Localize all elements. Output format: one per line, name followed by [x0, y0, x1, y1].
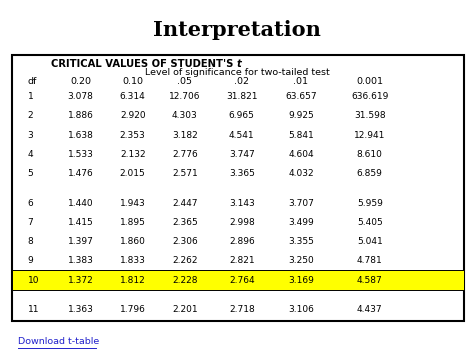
Text: 4.604: 4.604 [288, 150, 314, 159]
Text: df: df [27, 77, 37, 86]
Text: 0.001: 0.001 [356, 77, 383, 86]
Text: 2.764: 2.764 [229, 275, 255, 285]
Text: 2.920: 2.920 [120, 111, 146, 120]
Text: 0.10: 0.10 [122, 77, 143, 86]
Text: 4: 4 [27, 150, 33, 159]
Text: 1.895: 1.895 [120, 218, 146, 227]
Text: 5.841: 5.841 [288, 131, 314, 140]
Text: 2.228: 2.228 [172, 275, 198, 285]
Text: 4.781: 4.781 [357, 256, 383, 266]
Text: Interpretation: Interpretation [153, 20, 321, 39]
Text: 4.303: 4.303 [172, 111, 198, 120]
Text: 5.959: 5.959 [357, 199, 383, 208]
Text: 8.610: 8.610 [357, 150, 383, 159]
Text: 7: 7 [27, 218, 33, 227]
Text: 11: 11 [27, 305, 39, 315]
Text: 1.796: 1.796 [120, 305, 146, 315]
Text: 2.201: 2.201 [172, 305, 198, 315]
Text: 2.353: 2.353 [120, 131, 146, 140]
Text: 4.437: 4.437 [357, 305, 383, 315]
Text: 3.365: 3.365 [229, 169, 255, 178]
Text: t: t [237, 59, 242, 69]
Text: 6.965: 6.965 [229, 111, 255, 120]
Text: 3.106: 3.106 [288, 305, 314, 315]
Text: 3.499: 3.499 [288, 218, 314, 227]
Text: 12.706: 12.706 [169, 92, 201, 101]
Text: 12.941: 12.941 [354, 131, 385, 140]
Text: Level of significance for two-tailed test: Level of significance for two-tailed tes… [145, 68, 329, 77]
Text: 1.860: 1.860 [120, 237, 146, 246]
Text: 9.925: 9.925 [288, 111, 314, 120]
Text: 3.078: 3.078 [68, 92, 93, 101]
Text: 636.619: 636.619 [351, 92, 388, 101]
Text: 1.440: 1.440 [68, 199, 93, 208]
Text: 2.821: 2.821 [229, 256, 255, 266]
Text: 1.476: 1.476 [68, 169, 93, 178]
Text: 2.776: 2.776 [172, 150, 198, 159]
Text: 6.314: 6.314 [120, 92, 146, 101]
Text: 3.143: 3.143 [229, 199, 255, 208]
Text: 4.032: 4.032 [288, 169, 314, 178]
Text: 1.833: 1.833 [120, 256, 146, 266]
Text: 2.447: 2.447 [172, 199, 198, 208]
Text: .05: .05 [177, 77, 192, 86]
Text: 9: 9 [27, 256, 33, 266]
Text: 1.383: 1.383 [68, 256, 93, 266]
Text: 1.372: 1.372 [68, 275, 93, 285]
Text: 6.859: 6.859 [357, 169, 383, 178]
Text: 2.365: 2.365 [172, 218, 198, 227]
Text: 2.571: 2.571 [172, 169, 198, 178]
Text: 3.707: 3.707 [288, 199, 314, 208]
Text: 1: 1 [27, 92, 33, 101]
Text: 31.598: 31.598 [354, 111, 385, 120]
Text: 3.355: 3.355 [288, 237, 314, 246]
Text: 2.262: 2.262 [172, 256, 198, 266]
Text: 4.587: 4.587 [357, 275, 383, 285]
Text: 2.306: 2.306 [172, 237, 198, 246]
Text: 63.657: 63.657 [285, 92, 317, 101]
Text: 4.541: 4.541 [229, 131, 255, 140]
Text: 1.638: 1.638 [68, 131, 93, 140]
Text: 5.041: 5.041 [357, 237, 383, 246]
Text: 31.821: 31.821 [226, 92, 257, 101]
Text: 3: 3 [27, 131, 33, 140]
Text: 1.812: 1.812 [120, 275, 146, 285]
Text: 1.533: 1.533 [68, 150, 93, 159]
Text: 0.20: 0.20 [70, 77, 91, 86]
Text: 1.886: 1.886 [68, 111, 93, 120]
Text: 3.182: 3.182 [172, 131, 198, 140]
Text: 6: 6 [27, 199, 33, 208]
Text: .02: .02 [234, 77, 249, 86]
Text: 3.169: 3.169 [288, 275, 314, 285]
Text: 5: 5 [27, 169, 33, 178]
Text: 1.397: 1.397 [68, 237, 93, 246]
Text: 10: 10 [27, 275, 39, 285]
Text: 2.132: 2.132 [120, 150, 146, 159]
Text: 1.415: 1.415 [68, 218, 93, 227]
Text: CRITICAL VALUES OF STUDENT'S: CRITICAL VALUES OF STUDENT'S [51, 59, 237, 69]
Text: 8: 8 [27, 237, 33, 246]
Text: 2.718: 2.718 [229, 305, 255, 315]
Text: 2: 2 [27, 111, 33, 120]
Text: 3.747: 3.747 [229, 150, 255, 159]
Text: 1.363: 1.363 [68, 305, 93, 315]
Text: 2.896: 2.896 [229, 237, 255, 246]
Text: 2.015: 2.015 [120, 169, 146, 178]
Text: 2.998: 2.998 [229, 218, 255, 227]
Text: 3.250: 3.250 [288, 256, 314, 266]
Text: Download t-table: Download t-table [18, 337, 99, 346]
Text: .01: .01 [293, 77, 309, 86]
Text: 5.405: 5.405 [357, 218, 383, 227]
Text: 1.943: 1.943 [120, 199, 146, 208]
